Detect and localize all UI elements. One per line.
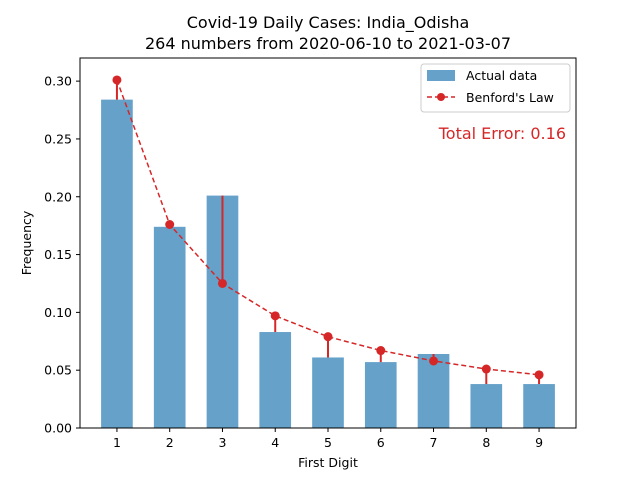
x-tick-label: 1 xyxy=(113,435,121,450)
y-tick-label: 0.20 xyxy=(44,189,72,204)
x-tick-label: 9 xyxy=(535,435,543,450)
legend-box xyxy=(420,63,571,113)
x-axis-ticks: 1 2 3 4 5 6 7 8 9 xyxy=(113,428,543,450)
benford-point-digit-9 xyxy=(534,370,544,380)
legend: Actual data Benford's Law xyxy=(420,63,571,113)
chart-title-line2: 264 numbers from 2020-06-10 to 2021-03-0… xyxy=(145,34,511,53)
benford-point-digit-4 xyxy=(270,311,280,321)
x-tick-label: 5 xyxy=(324,435,332,450)
legend-swatch-actual xyxy=(427,70,455,81)
x-tick-label: 7 xyxy=(430,435,438,450)
bar-digit-8 xyxy=(470,384,503,428)
y-tick-label: 0.15 xyxy=(44,247,72,262)
y-axis-label: Frequency xyxy=(19,210,34,275)
y-tick-label: 0.05 xyxy=(44,363,72,378)
benford-line-layer xyxy=(112,75,544,380)
x-tick-label: 2 xyxy=(166,435,174,450)
bar-digit-9 xyxy=(523,384,555,428)
benford-point-digit-2 xyxy=(165,220,175,229)
y-tick-label: 0.25 xyxy=(44,131,72,146)
bar-digit-6 xyxy=(364,362,397,428)
bar-digit-4 xyxy=(259,332,292,428)
y-tick-label: 0.30 xyxy=(44,74,72,89)
x-tick-label: 3 xyxy=(218,435,226,450)
benford-line xyxy=(116,79,540,376)
x-tick-label: 8 xyxy=(482,435,490,450)
benford-point-digit-8 xyxy=(481,364,491,374)
chart-title-line1: Covid-19 Daily Cases: India_Odisha xyxy=(187,13,470,33)
legend-label-actual: Actual data xyxy=(466,68,537,83)
bar-digit-2 xyxy=(153,226,186,428)
benford-point-digit-1 xyxy=(112,75,122,85)
legend-label-benford: Benford's Law xyxy=(466,90,554,105)
total-error-annotation: Total Error: 0.16 xyxy=(438,124,566,143)
y-tick-label: 0.10 xyxy=(44,305,72,320)
legend-swatch-benford-marker xyxy=(437,93,445,101)
benford-point-digit-3 xyxy=(217,278,227,288)
bar-digit-5 xyxy=(312,357,344,428)
benford-point-digit-7 xyxy=(429,356,439,366)
x-tick-label: 6 xyxy=(377,435,385,450)
y-tick-label: 0.00 xyxy=(44,421,72,436)
benford-point-digit-6 xyxy=(376,346,386,356)
y-axis-ticks: 0.00 0.05 0.10 0.15 0.20 0.25 0.30 xyxy=(44,74,80,436)
x-axis-label: First Digit xyxy=(298,455,358,470)
benford-point-digit-5 xyxy=(323,332,333,342)
bar-digit-7 xyxy=(417,354,450,428)
x-tick-label: 4 xyxy=(271,435,279,450)
bar-digit-1 xyxy=(101,99,133,428)
